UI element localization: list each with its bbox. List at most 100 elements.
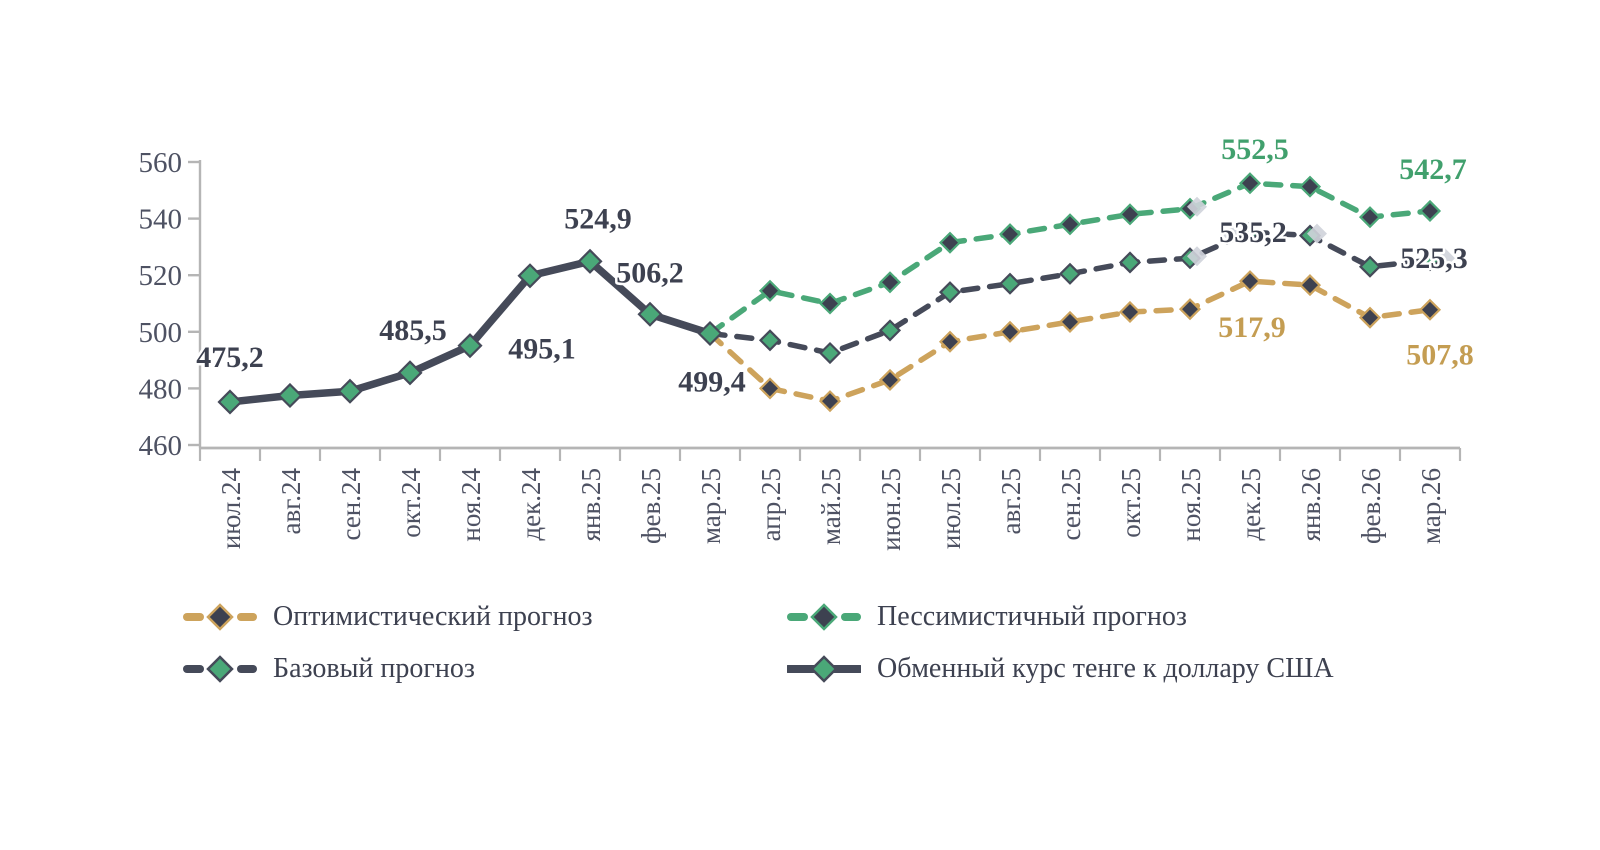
marker-pessimistic <box>938 231 962 254</box>
data-label-actual: 499,4 <box>678 365 746 398</box>
x-tick-label: ноя.24 <box>456 468 486 542</box>
y-tick-label: 560 <box>139 147 183 179</box>
marker-optimistic <box>1298 274 1322 297</box>
ghost-diamond-icon <box>1187 246 1207 267</box>
x-tick-label: сен.24 <box>336 468 366 541</box>
marker-optimistic <box>878 368 902 391</box>
x-tick-label: окт.25 <box>1116 468 1146 538</box>
legend-label: Обменный курс тенге к доллару США <box>877 653 1334 684</box>
marker-base <box>1358 255 1382 278</box>
ghost-diamond-icon <box>1307 223 1327 244</box>
legend-label: Базовый прогноз <box>273 653 475 684</box>
marker-pessimistic <box>878 271 902 294</box>
marker-actual <box>217 389 243 415</box>
x-tick-label: фев.26 <box>1356 468 1386 544</box>
marker-actual <box>577 248 603 274</box>
data-label-optimistic: 507,8 <box>1406 339 1474 372</box>
x-tick-label: авг.25 <box>996 468 1026 535</box>
axes: 460 480 500 520 540 560 июл.24 авг.24 сен.24 окт.… <box>139 147 1462 551</box>
marker-base <box>998 272 1022 295</box>
y-tick-label: 540 <box>139 204 183 236</box>
marker-optimistic <box>758 377 782 400</box>
marker-actual <box>277 382 303 409</box>
ghost-markers <box>1187 196 1455 269</box>
legend-item-optimistic: Оптимистический прогноз <box>183 594 787 640</box>
marker-optimistic <box>1238 270 1262 293</box>
x-tick-label: июл.25 <box>936 468 966 549</box>
data-label-actual: 475,2 <box>196 341 264 374</box>
data-label-base: 535,2 <box>1219 216 1287 249</box>
data-labels: 475,2 485,5 495,1 524,9 506,2 499,4 552,5 542,7… <box>194 131 1477 401</box>
marker-base <box>1058 262 1082 285</box>
x-tick-label: июн.25 <box>876 468 906 551</box>
y-tick-label: 500 <box>139 317 183 349</box>
marker-optimistic <box>1058 310 1082 333</box>
marker-actual <box>457 333 483 359</box>
marker-optimistic <box>1118 300 1142 324</box>
marker-optimistic <box>1178 298 1202 321</box>
marker-optimistic <box>818 390 842 413</box>
marker-pessimistic <box>1118 203 1142 226</box>
y-tick-label: 480 <box>139 373 183 405</box>
marker-optimistic <box>998 320 1022 343</box>
data-label-base: 525,3 <box>1400 242 1468 275</box>
ghost-diamond-icon <box>1435 248 1455 269</box>
data-label-actual: 485,5 <box>379 314 447 347</box>
ghost-diamond-icon <box>1220 222 1240 243</box>
chart-legend: Оптимистический прогноз Пессимистичный п… <box>183 594 1334 692</box>
legend-swatch-base-icon <box>183 655 257 683</box>
legend-item-actual: Обменный курс тенге к доллару США <box>787 646 1334 692</box>
x-tick-label: янв.25 <box>576 468 606 541</box>
marker-base <box>878 319 902 342</box>
marker-base <box>758 329 782 352</box>
marker-actual <box>637 301 663 327</box>
marker-pessimistic <box>1418 199 1442 223</box>
y-tick-label: 520 <box>139 260 183 292</box>
marker-base <box>1118 251 1142 274</box>
marker-actual <box>517 263 543 289</box>
x-tick-label: мар.26 <box>1416 468 1446 544</box>
marker-base <box>938 281 962 304</box>
ghost-diamond-icon <box>1187 196 1207 217</box>
marker-pessimistic <box>1298 175 1322 198</box>
x-tick-label: дек.25 <box>1236 468 1266 541</box>
marker-pessimistic <box>998 223 1022 246</box>
marker-optimistic <box>938 330 962 353</box>
marker-actual <box>397 360 423 386</box>
marker-pessimistic <box>1238 172 1262 195</box>
x-tick-label: мар.25 <box>696 468 726 544</box>
x-tick-label: фев.25 <box>636 468 666 544</box>
marker-pessimistic <box>818 292 842 315</box>
marker-pessimistic <box>758 279 782 302</box>
marker-optimistic <box>1418 298 1442 321</box>
data-label-optimistic: 517,9 <box>1218 311 1286 344</box>
x-tick-label: май.25 <box>816 468 846 545</box>
x-tick-label: ноя.25 <box>1176 468 1206 542</box>
marker-actual <box>337 378 363 404</box>
x-tick-label: сен.25 <box>1056 468 1086 541</box>
data-label-pessimistic: 552,5 <box>1221 133 1289 166</box>
x-tick-label: июл.24 <box>216 468 246 550</box>
data-label-pessimistic: 542,7 <box>1399 153 1467 186</box>
data-label-actual: 495,1 <box>508 333 576 366</box>
legend-swatch-optimistic-icon <box>183 603 257 631</box>
y-tick-label: 460 <box>139 430 183 462</box>
x-tick-label: дек.24 <box>516 468 546 541</box>
marker-pessimistic <box>1058 213 1082 236</box>
legend-swatch-actual-icon <box>787 655 861 683</box>
series-markers <box>217 172 1442 415</box>
marker-optimistic <box>1358 306 1382 329</box>
x-tick-label: янв.26 <box>1296 468 1326 541</box>
data-label-actual: 524,9 <box>564 202 632 235</box>
marker-pessimistic <box>1358 206 1382 229</box>
marker-actual <box>697 320 723 347</box>
marker-base <box>818 341 842 365</box>
legend-swatch-pessimistic-icon <box>787 603 861 631</box>
data-label-actual: 506,2 <box>616 256 684 289</box>
legend-label: Пессимистичный прогноз <box>877 601 1187 632</box>
legend-item-pessimistic: Пессимистичный прогноз <box>787 594 1334 640</box>
marker-base <box>1238 221 1262 244</box>
legend-item-base: Базовый прогноз <box>183 646 787 692</box>
